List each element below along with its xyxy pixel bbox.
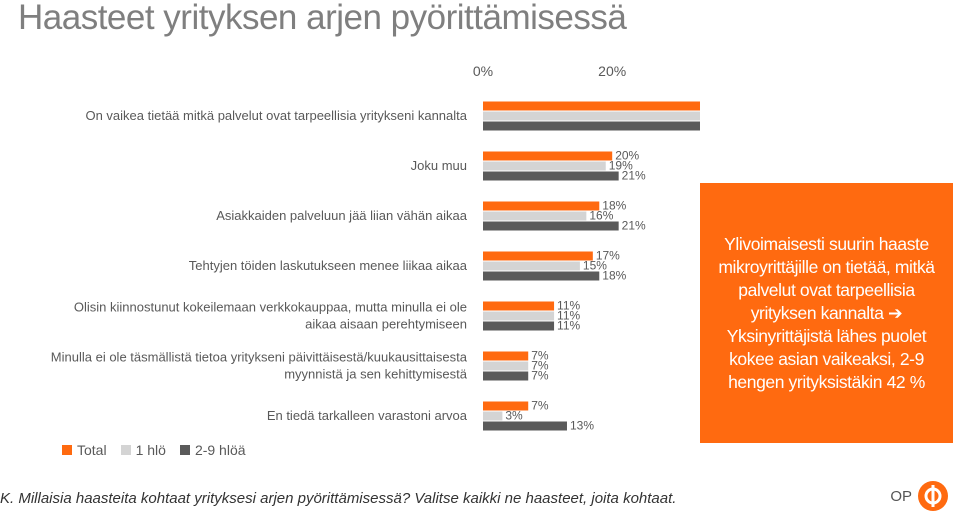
legend-swatch — [179, 445, 190, 455]
x-tick-label: 20% — [598, 63, 626, 79]
category-label: Asiakkaiden palveluun jää liian vähän ai… — [216, 208, 468, 223]
page-title: Haasteet yrityksen arjen pyörittämisessä — [18, 0, 627, 37]
category-label: Joku muu — [411, 158, 467, 173]
bar — [483, 171, 619, 181]
bar — [483, 401, 529, 411]
data-label: 15% — [583, 259, 607, 273]
bar — [483, 301, 555, 311]
bar — [483, 121, 700, 131]
data-label: 21% — [622, 169, 646, 183]
data-label: 7% — [531, 349, 549, 363]
bar — [483, 361, 529, 371]
x-tick-label: 0% — [473, 63, 493, 79]
legend-swatch — [120, 445, 131, 455]
category-label: myynnistä ja sen kehittymisestä — [284, 367, 468, 382]
bar — [483, 211, 587, 221]
bar — [483, 111, 700, 121]
bar — [483, 251, 593, 261]
category-label: On vaikea tietää mitkä palvelut ovat tar… — [85, 108, 467, 123]
category-label: Minulla ei ole täsmällistä tietoa yrityk… — [51, 350, 468, 365]
legend-item: 1 hlö — [120, 442, 166, 458]
bar-chart: 0%20%40%60%On vaikea tietää mitkä palvel… — [51, 63, 700, 433]
bar — [483, 101, 700, 111]
data-label: 11% — [557, 319, 580, 333]
bar — [483, 351, 529, 361]
data-label: 16% — [589, 209, 613, 223]
bar — [483, 321, 555, 331]
data-label: 7% — [531, 399, 549, 413]
data-label: 3% — [505, 409, 523, 423]
bar — [483, 201, 600, 211]
op-logo: OP — [890, 480, 949, 512]
bar — [483, 261, 580, 271]
data-label: 17% — [596, 249, 620, 263]
bar — [483, 411, 503, 421]
category-label: Tehtyjen töiden laskutukseen menee liika… — [189, 258, 468, 273]
legend-item: Total — [62, 442, 107, 458]
data-label: 7% — [531, 369, 549, 383]
bar — [483, 311, 555, 321]
survey-question-footnote: K. Millaisia haasteita kohtaat yritykses… — [0, 490, 677, 507]
legend-label: 1 hlö — [135, 442, 166, 458]
op-logo-text: OP — [890, 487, 912, 505]
bar — [483, 371, 529, 381]
data-label: 21% — [622, 219, 646, 233]
category-label: aikaa aisaan perehtymiseen — [305, 317, 467, 332]
legend-item: 2-9 hlöä — [179, 442, 246, 458]
legend-swatch — [62, 445, 72, 455]
data-label: 11% — [557, 299, 580, 313]
data-label: 20% — [615, 149, 639, 163]
data-label: 11% — [557, 309, 580, 323]
data-label: 19% — [609, 159, 633, 173]
bar — [483, 271, 600, 281]
key-finding-callout: Ylivoimaisesti suurin haaste mikroyrittä… — [700, 183, 953, 443]
callout-text: Ylivoimaisesti suurin haaste mikroyrittä… — [718, 233, 935, 392]
bar — [483, 151, 613, 161]
data-label: 13% — [570, 419, 594, 433]
data-label: 18% — [602, 199, 626, 213]
op-logo-icon — [918, 481, 948, 511]
bar — [483, 221, 619, 231]
legend-label: 2-9 hlöä — [194, 442, 246, 458]
bar — [483, 421, 567, 431]
category-label: Olisin kiinnostunut kokeilemaan verkkoka… — [74, 300, 467, 315]
chart-legend: Total 1 hlö 2-9 hlöä — [62, 442, 246, 458]
data-label: 18% — [602, 269, 626, 283]
legend-label: Total — [77, 442, 107, 458]
data-label: 7% — [531, 359, 549, 373]
bar — [483, 161, 606, 171]
category-label: En tiedä tarkalleen varastoni arvoa — [267, 408, 468, 423]
